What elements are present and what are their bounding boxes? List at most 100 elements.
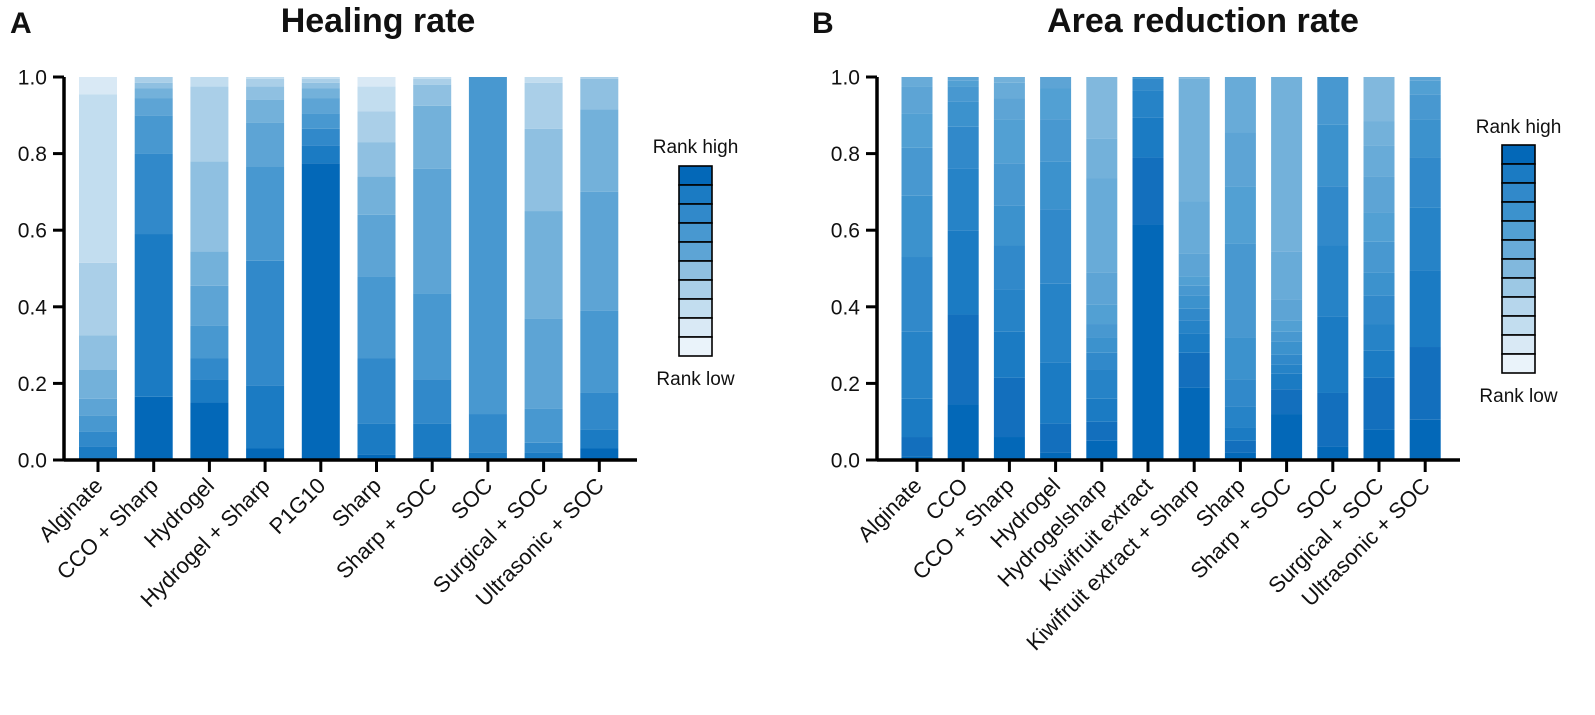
- bar-segment: [134, 77, 173, 83]
- bar-segment: [1271, 299, 1303, 321]
- bar-segment: [901, 257, 933, 332]
- bar-segment: [1040, 119, 1072, 162]
- legend-swatch: [678, 203, 713, 224]
- bar-segment: [413, 77, 452, 79]
- bar-segment: [1132, 90, 1164, 118]
- legend-swatch: [678, 317, 713, 338]
- y-tick-label: 0.8: [831, 143, 860, 166]
- bar-segment: [246, 122, 285, 168]
- bar-segment: [246, 448, 285, 460]
- bar-segment: [1409, 119, 1441, 158]
- bar-segment: [1132, 77, 1164, 79]
- bar-segment: [1409, 157, 1441, 208]
- bar-b-7: [1178, 77, 1210, 460]
- bar-segment: [1178, 352, 1210, 388]
- bar-segment: [1178, 320, 1210, 334]
- bar-segment: [1178, 285, 1210, 296]
- bar-segment: [301, 77, 340, 79]
- bar-segment: [947, 80, 979, 87]
- y-tick-label: 0.6: [18, 220, 47, 243]
- panel-letter-a: A: [10, 7, 32, 40]
- bar-segment: [1086, 77, 1118, 139]
- bar-b-11: [1363, 77, 1395, 460]
- legend-swatch: [678, 222, 713, 243]
- bar-segment: [413, 379, 452, 424]
- bar-segment: [1317, 392, 1349, 447]
- chart-title-a: Healing rate: [281, 2, 476, 40]
- bar-segment: [580, 448, 619, 460]
- bar-b-9: [1271, 77, 1303, 460]
- bar-segment: [357, 214, 396, 277]
- bar-segment: [1409, 270, 1441, 348]
- bar-segment: [190, 379, 229, 403]
- bar-segment: [190, 86, 229, 162]
- bar-segment: [901, 456, 933, 460]
- y-tick-label: 0.8: [18, 143, 47, 166]
- legend-swatch: [1501, 353, 1536, 374]
- y-tick-label: 1.0: [18, 67, 47, 90]
- bar-segment: [246, 260, 285, 386]
- bar-segment: [993, 289, 1025, 332]
- bar-segment: [413, 423, 452, 457]
- bar-segment: [134, 234, 173, 397]
- bar-a-4: [246, 77, 285, 460]
- bar-segment: [1271, 331, 1303, 342]
- bar-segment: [1271, 341, 1303, 355]
- bar-segment: [1224, 406, 1256, 428]
- bar-segment: [79, 77, 117, 95]
- y-tick-label: 0.2: [18, 373, 47, 396]
- legend-high-label: Rank high: [1476, 117, 1562, 138]
- bar-segment: [524, 82, 563, 129]
- category-label: P1G10: [264, 473, 330, 539]
- bar-b-10: [1317, 77, 1349, 460]
- bar-segment: [1086, 324, 1118, 338]
- bar-a-7: [413, 77, 452, 460]
- bar-segment: [901, 398, 933, 438]
- legend-swatch: [1501, 220, 1536, 241]
- bar-segment: [947, 230, 979, 315]
- bar-segment: [901, 437, 933, 457]
- legend-swatch: [678, 279, 713, 300]
- bar-segment: [1317, 124, 1349, 187]
- bar-segment: [79, 415, 117, 432]
- bar-segment: [190, 251, 229, 286]
- bar-segment: [1224, 337, 1256, 380]
- bar-segment: [1224, 132, 1256, 187]
- y-tick-label: 0.0: [18, 450, 47, 473]
- bar-segment: [357, 176, 396, 215]
- bar-segment: [1271, 77, 1303, 252]
- bar-segment: [357, 276, 396, 359]
- bar-b-5: [1086, 77, 1118, 460]
- bar-segment: [947, 101, 979, 127]
- bar-segment: [1040, 452, 1072, 460]
- bar-segment: [301, 145, 340, 164]
- bar-segment: [79, 369, 117, 399]
- bar-segment: [1271, 320, 1303, 332]
- bar-segment: [1040, 423, 1072, 453]
- bar-segment: [1363, 295, 1395, 325]
- bar-segment: [190, 358, 229, 380]
- bar-a-9: [524, 77, 563, 460]
- rank-legend: Rank high Rank low: [653, 137, 739, 390]
- bar-segment: [1317, 77, 1349, 125]
- bar-segment: [1040, 88, 1072, 120]
- bar-segment: [301, 113, 340, 129]
- bar-segment: [524, 442, 563, 453]
- bar-segment: [1224, 77, 1256, 133]
- bar-segment: [413, 78, 452, 85]
- bar-b-6: [1132, 77, 1164, 460]
- bar-segment: [413, 105, 452, 169]
- bar-segment: [1409, 419, 1441, 460]
- bar-segment: [246, 99, 285, 123]
- bar-segment: [901, 113, 933, 148]
- bar-segment: [1086, 337, 1118, 353]
- bar-segment: [79, 262, 117, 336]
- bar-segment: [1178, 78, 1210, 202]
- bar-segment: [1363, 350, 1395, 378]
- y-tick-label: 0.4: [18, 296, 48, 319]
- bar-segment: [1363, 176, 1395, 213]
- bar-segment: [1317, 245, 1349, 317]
